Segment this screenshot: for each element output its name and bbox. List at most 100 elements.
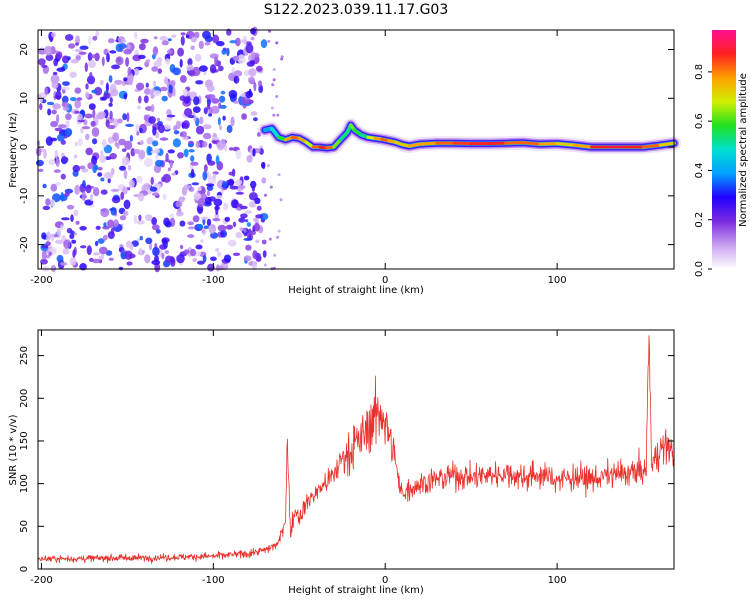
noise-blob — [125, 123, 134, 127]
noise-blob — [136, 175, 143, 184]
noise-blob — [48, 159, 56, 166]
noise-blob — [204, 41, 211, 46]
ridge-segment — [555, 142, 576, 147]
noise-blob — [50, 199, 56, 207]
noise-blob — [80, 127, 84, 134]
noise-blob — [193, 96, 200, 106]
colorbar-gradient — [712, 30, 736, 269]
noise-blob — [182, 120, 190, 130]
noise-blob — [136, 131, 140, 136]
noise-blob — [113, 219, 119, 228]
noise-blob — [243, 175, 250, 181]
noise-blob — [151, 259, 161, 266]
noise-blob — [273, 253, 277, 257]
noise-blob — [148, 116, 156, 124]
noise-blob — [133, 149, 141, 154]
noise-blob — [183, 148, 189, 158]
noise-blobs — [35, 26, 284, 273]
noise-blob — [171, 172, 177, 176]
noise-blob — [243, 237, 253, 241]
noise-blob — [277, 229, 281, 233]
noise-blob — [145, 214, 153, 222]
noise-blob — [125, 240, 132, 248]
noise-blob — [44, 45, 53, 56]
noise-blob — [156, 117, 161, 122]
noise-blob — [114, 79, 123, 85]
noise-blob — [240, 213, 248, 219]
noise-blob — [156, 57, 163, 63]
noise-blob — [204, 35, 213, 43]
noise-blob — [228, 178, 235, 187]
noise-blob — [127, 66, 132, 77]
noise-blob — [103, 92, 111, 99]
noise-blob — [166, 49, 173, 54]
noise-blob — [250, 28, 256, 35]
noise-blob — [154, 159, 164, 167]
noise-blob — [121, 156, 130, 166]
noise-blob — [166, 109, 172, 117]
ridge-segment — [418, 141, 439, 146]
snr-y-tick-label: 200 — [19, 389, 30, 408]
noise-blob — [197, 198, 205, 208]
noise-blob — [161, 252, 165, 260]
noise-blob — [261, 239, 267, 245]
noise-blob — [279, 198, 283, 202]
noise-blob — [155, 153, 159, 160]
noise-blob — [69, 230, 75, 235]
snr-y-tick-label: 50 — [19, 520, 30, 533]
noise-blob — [188, 143, 194, 148]
noise-blob — [40, 258, 48, 265]
noise-blob — [94, 86, 103, 96]
noise-blob — [248, 228, 252, 239]
noise-blob — [61, 86, 70, 91]
noise-blob — [228, 89, 238, 99]
noise-blob — [57, 124, 67, 129]
noise-blob — [243, 232, 248, 237]
noise-blob — [226, 47, 230, 57]
noise-blob — [108, 102, 113, 107]
snr-x-axis: -200 -100 0 100 — [30, 330, 567, 586]
noise-blob — [208, 113, 213, 117]
noise-blob — [123, 93, 128, 100]
noise-blob — [123, 77, 128, 82]
noise-blob — [93, 252, 101, 256]
noise-blob — [206, 94, 216, 100]
noise-blob — [149, 186, 158, 192]
noise-blob — [250, 51, 255, 60]
noise-blob — [122, 210, 129, 216]
noise-blob — [81, 191, 87, 201]
ridge-segment — [572, 143, 593, 149]
noise-blob — [74, 141, 78, 147]
noise-blob — [100, 189, 108, 195]
noise-blob — [137, 192, 144, 202]
noise-blob — [136, 219, 145, 225]
noise-blob — [161, 40, 169, 46]
noise-blob — [269, 185, 273, 189]
noise-blob — [254, 197, 261, 204]
noise-blob — [64, 192, 70, 197]
noise-blob — [69, 71, 77, 79]
noise-blob — [256, 205, 262, 211]
noise-blob — [79, 165, 86, 170]
snr-x-tick-label: -100 — [202, 575, 225, 586]
noise-blob — [140, 38, 149, 44]
noise-blob — [66, 204, 75, 210]
noise-blob — [214, 56, 219, 66]
noise-blob — [158, 124, 165, 134]
noise-blob — [215, 155, 220, 165]
noise-blob — [50, 74, 60, 84]
noise-blob — [224, 216, 231, 222]
noise-blob — [81, 126, 91, 130]
noise-blob — [245, 43, 254, 54]
noise-blob — [231, 72, 239, 76]
ridge-segment — [521, 141, 542, 146]
noise-blob — [180, 131, 187, 138]
noise-blob — [206, 218, 212, 227]
snr-y-label: SNR (10 * v/v) — [8, 414, 19, 485]
noise-blob — [172, 87, 176, 97]
noise-blob — [255, 214, 264, 219]
spectrogram-y-label: Frequency (Hz) — [8, 112, 19, 188]
noise-blob — [68, 43, 76, 49]
noise-blob — [152, 80, 157, 87]
colorbar-tick-label: 0.6 — [694, 113, 705, 129]
